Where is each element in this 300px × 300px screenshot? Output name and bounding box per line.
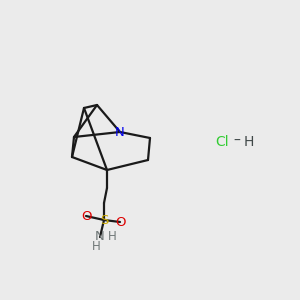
Text: O: O [115,215,125,229]
Text: O: O [81,209,91,223]
Text: –: – [234,134,240,148]
Text: H: H [108,230,116,244]
Text: N: N [115,125,125,139]
Text: Cl: Cl [215,135,229,149]
Text: H: H [244,135,254,149]
Text: H: H [92,239,100,253]
Text: S: S [100,214,108,226]
Text: N: N [95,230,105,244]
